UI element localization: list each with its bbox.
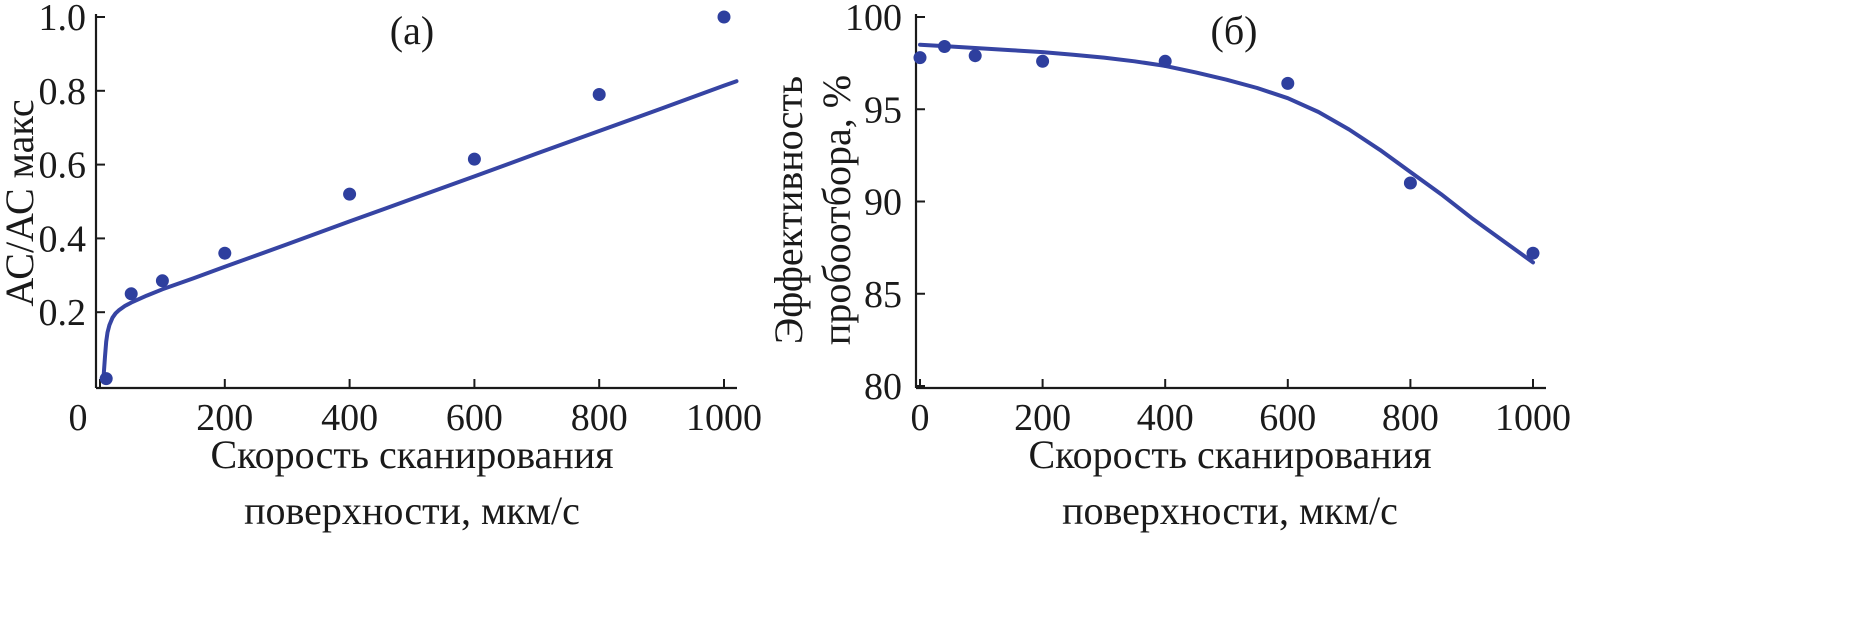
x-axis-title: Скорость сканирования	[1028, 432, 1431, 477]
y-tick-label: 95	[864, 89, 902, 131]
panel-label: (а)	[390, 8, 434, 53]
data-point	[592, 88, 606, 101]
data-point	[467, 152, 481, 166]
data-point	[124, 287, 138, 301]
x-tick-label: 400	[321, 397, 378, 439]
x-tick-label: 1000	[1495, 397, 1571, 439]
chart-panel-a: 0.2 0.4 0.6 0.8 1.0 0 200 400 600 800 1000 АС/АС ма…	[0, 0, 762, 533]
y-tick-label: 80	[864, 366, 902, 408]
data-point	[155, 274, 169, 288]
x-tick-label: 1000	[686, 397, 762, 439]
data-point	[1281, 76, 1295, 90]
data-point	[938, 40, 951, 53]
panel-label: (б)	[1211, 8, 1258, 53]
x-tick-label: 600	[446, 397, 503, 439]
y-tick-label: 0.6	[39, 145, 87, 187]
x-tick-label: 0	[911, 397, 930, 439]
x-tick-label: 800	[1382, 397, 1439, 439]
data-point	[1036, 54, 1050, 68]
y-tick-label: 1.0	[39, 0, 87, 39]
fit-curve-line	[101, 79, 739, 377]
x-tick-label: 600	[1259, 397, 1316, 439]
y-tick-label: 0.8	[39, 71, 87, 113]
data-point	[343, 187, 357, 201]
x-tick-label: 400	[1137, 397, 1194, 439]
data-point	[1403, 176, 1417, 190]
x-tick-label: 200	[1014, 397, 1071, 439]
y-tick-label: 85	[864, 274, 902, 316]
data-point	[717, 10, 731, 24]
data-point	[913, 51, 927, 65]
x-tick-label: 800	[571, 397, 628, 439]
x-axis-title: Скорость сканирования	[210, 432, 613, 477]
x-tick-label: 0	[69, 397, 88, 439]
y-axis-title: пробоотбора, %	[814, 75, 859, 345]
data-point	[218, 246, 232, 260]
data-point	[968, 49, 982, 63]
y-axis-title: АС/АС макс	[0, 99, 42, 306]
fit-curve-line	[918, 42, 1535, 265]
data-point	[99, 372, 113, 386]
data-point	[1158, 54, 1172, 68]
x-axis-title: поверхности, мкм/с	[1062, 488, 1398, 533]
x-tick-label: 200	[196, 397, 253, 439]
y-tick-label: 0.4	[39, 218, 87, 260]
x-axis-title: поверхности, мкм/с	[244, 488, 580, 533]
y-tick-label: 0.2	[39, 292, 87, 334]
y-tick-label: 90	[864, 182, 902, 224]
y-tick-label: 100	[845, 0, 902, 39]
data-point	[1526, 246, 1540, 260]
y-axis-title: Эффективность	[766, 76, 811, 344]
